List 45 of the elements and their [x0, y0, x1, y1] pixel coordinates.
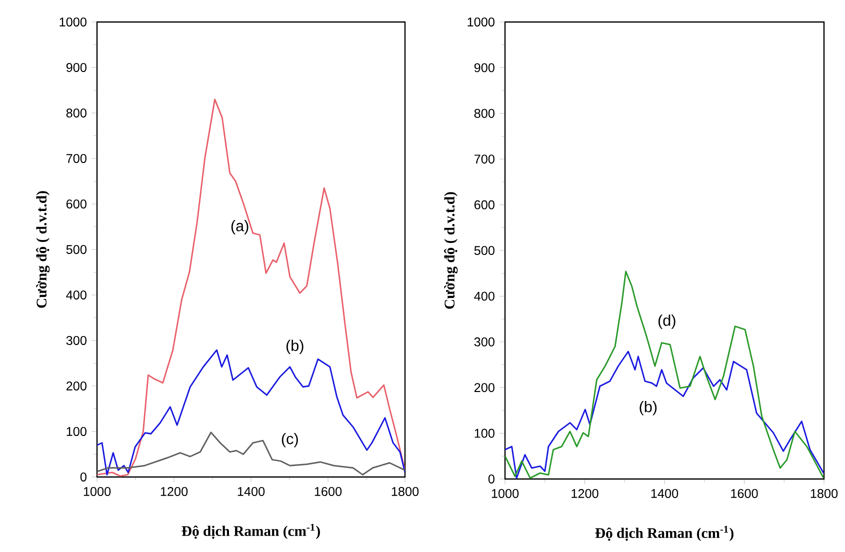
series-label: (a)	[231, 220, 248, 234]
y-tick-label: 700	[66, 154, 86, 163]
y-tick-label: 400	[474, 292, 494, 301]
y-tick-label: 1000	[468, 18, 494, 26]
y-tick-label: 400	[66, 290, 86, 300]
y-tick-label: 100	[474, 428, 494, 438]
y-tick-label: 800	[474, 108, 494, 118]
y-tick-label: 700	[474, 154, 494, 164]
y-tick-label: 800	[66, 108, 86, 118]
line-series	[97, 432, 405, 476]
y-tick-label: 600	[66, 200, 86, 208]
y-tick-label: 600	[474, 200, 494, 210]
x-tick-label: 1400	[651, 489, 678, 498]
line-series	[505, 270, 824, 479]
y-tick-label: 300	[474, 337, 494, 346]
y-tick-label: 0	[80, 472, 86, 482]
y-tick-label: 500	[474, 246, 494, 255]
y-tick-label: 0	[488, 474, 494, 484]
x-tick-label: 1800	[810, 489, 838, 498]
y-tick-label: 200	[474, 383, 494, 392]
series-label: (b)	[640, 401, 657, 416]
y-axis-title: Cường độ ( d.v.t.d)	[444, 192, 458, 309]
y-tick-label: 100	[66, 427, 86, 436]
x-tick-label: 1200	[572, 489, 598, 498]
x-tick-label: 1400	[238, 487, 265, 496]
line-series	[505, 350, 824, 479]
y-axis-title: Cường độ ( d.v.t.d)	[36, 191, 50, 308]
x-tick-label: 1600	[731, 489, 758, 498]
x-tick-label: 1800	[392, 487, 419, 496]
x-tick-label: 1000	[84, 487, 111, 496]
y-tick-label: 900	[474, 63, 494, 72]
line-series	[97, 98, 405, 477]
y-tick-label: 900	[66, 63, 86, 72]
x-axis-title: Độ dịch Raman (cm$^{-1}$)	[182, 524, 320, 540]
y-tick-label: 300	[66, 336, 86, 345]
series-label: (b)	[286, 340, 304, 354]
y-tick-label: 200	[66, 382, 86, 390]
x-tick-label: 1600	[314, 487, 342, 496]
y-tick-label: 500	[66, 245, 86, 254]
y-tick-label: 1000	[60, 18, 86, 26]
x-axis-title: Độ dịch Raman (cm$^{-1}$)	[595, 526, 734, 542]
series-label: (d)	[658, 314, 676, 329]
series-label: (c)	[282, 432, 298, 448]
x-tick-label: 1200	[160, 487, 188, 496]
x-tick-label: 1000	[492, 489, 519, 498]
